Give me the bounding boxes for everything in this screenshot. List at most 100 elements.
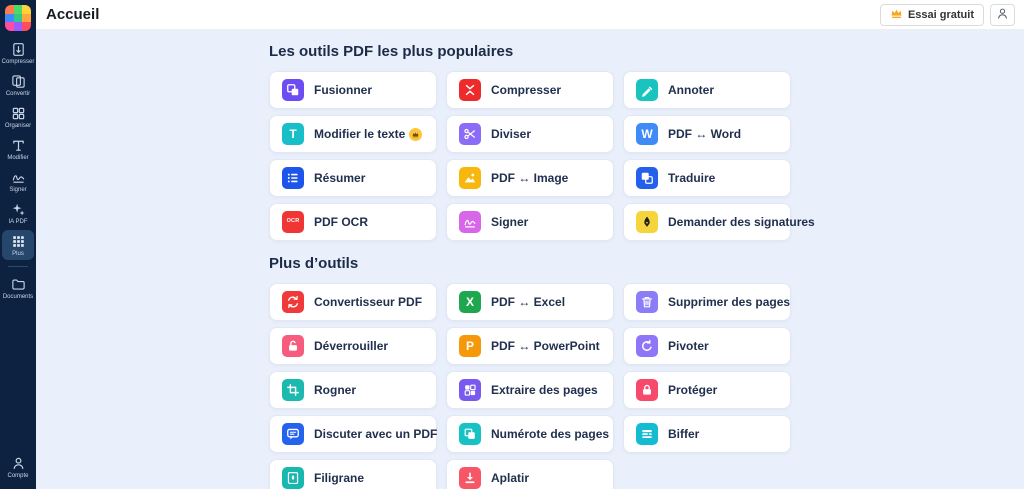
tool-label: PDF ↔ Image — [491, 171, 569, 185]
tool-card-pdf-powerpoint[interactable]: P PDF ↔ PowerPoint — [446, 327, 614, 365]
tool-card-protect[interactable]: Protéger — [623, 371, 791, 409]
tool-card-compress[interactable]: Compresser — [446, 71, 614, 109]
crop-icon — [286, 383, 300, 397]
tool-card-page-numbers[interactable]: Numérote des pages — [446, 415, 614, 453]
image-icon-container — [459, 167, 481, 189]
tool-label: Résumer — [314, 171, 366, 185]
tool-label: Demander des signatures — [668, 215, 815, 229]
tool-card-pdf-word[interactable]: W PDF ↔ Word — [623, 115, 791, 153]
tool-card-unlock[interactable]: Déverrouiller — [269, 327, 437, 365]
tools-column: Les outils PDF les plus populaires Fusion… — [269, 43, 815, 489]
tool-card-crop[interactable]: Rogner — [269, 371, 437, 409]
convert-cycle-icon-container — [282, 291, 304, 313]
sidebar-account-slot: Compte — [2, 451, 34, 483]
sidebar-item-ai-pdf[interactable]: IA PDF — [2, 198, 34, 228]
tool-label: PDF ↔ PowerPoint — [491, 339, 600, 353]
main-content: Les outils PDF les plus populaires Fusion… — [36, 30, 1024, 489]
tool-label: Rogner — [314, 383, 356, 397]
tool-card-pdf-image[interactable]: PDF ↔ Image — [446, 159, 614, 197]
folder-icon — [11, 277, 26, 292]
unlock-icon-container — [282, 335, 304, 357]
sidebar: Compresser Convertir Organiser Modifier Sign… — [0, 0, 36, 489]
word-icon: W — [641, 127, 653, 141]
tool-label: Signer — [491, 215, 529, 229]
sidebar-item-more[interactable]: Plus — [2, 230, 34, 260]
merge-icon — [286, 83, 300, 97]
sidebar-item-documents[interactable]: Documents — [2, 273, 34, 303]
redact-icon — [640, 427, 654, 441]
sidebar-item-label: Signer — [9, 187, 27, 193]
tool-card-extract-pages[interactable]: Extraire des pages — [446, 371, 614, 409]
powerpoint-icon: P — [465, 339, 474, 353]
tool-label: Biffer — [668, 427, 700, 441]
tool-card-annotate[interactable]: Annoter — [623, 71, 791, 109]
sidebar-item-edit[interactable]: Modifier — [2, 134, 34, 164]
unlock-icon — [286, 339, 300, 353]
tool-card-redact[interactable]: Biffer — [623, 415, 791, 453]
tool-card-flatten[interactable]: Aplatir — [446, 459, 614, 489]
tool-card-pdf-excel[interactable]: X PDF ↔ Excel — [446, 283, 614, 321]
tool-label: Diviser — [491, 127, 532, 141]
chat-icon — [286, 427, 300, 441]
translate-icon-container — [636, 167, 658, 189]
tool-card-merge[interactable]: Fusionner — [269, 71, 437, 109]
tool-card-rotate[interactable]: Pivoter — [623, 327, 791, 365]
free-trial-button[interactable]: Essai gratuit — [879, 4, 984, 26]
tool-card-chat-pdf[interactable]: Discuter avec un PDF — [269, 415, 437, 453]
flatten-icon — [463, 471, 477, 485]
organize-grid-icon — [11, 106, 26, 121]
sidebar-item-compress[interactable]: Compresser — [2, 38, 34, 68]
tools-grid-0: Fusionner Compresser Annoter T Modifier le t… — [269, 71, 815, 241]
fountain-pen-icon-container — [636, 211, 658, 233]
tool-card-delete-pages[interactable]: Supprimer des pages — [623, 283, 791, 321]
account-button[interactable] — [990, 4, 1015, 26]
compress-doc-icon — [11, 42, 26, 57]
tool-label: Traduire — [668, 171, 716, 185]
sidebar-item-label: IA PDF — [8, 219, 28, 225]
tool-card-summarize[interactable]: Résumer — [269, 159, 437, 197]
watermark-icon-container — [282, 467, 304, 489]
sidebar-item-convert[interactable]: Convertir — [2, 70, 34, 100]
tool-card-sign[interactable]: Signer — [446, 203, 614, 241]
topbar-actions: Essai gratuit — [879, 4, 1015, 26]
tool-card-pdf-converter[interactable]: Convertisseur PDF — [269, 283, 437, 321]
tool-label: Fusionner — [314, 83, 373, 97]
translate-icon — [640, 171, 654, 185]
logo-tile — [5, 22, 14, 31]
person-icon — [996, 7, 1009, 23]
sidebar-item-sign[interactable]: Signer — [2, 166, 34, 196]
annotate-icon-container — [636, 79, 658, 101]
page-title: Accueil — [46, 6, 100, 23]
chat-icon-container — [282, 423, 304, 445]
tool-card-edit-text[interactable]: T Modifier le texte — [269, 115, 437, 153]
page-number-icon-container — [459, 423, 481, 445]
image-icon — [463, 171, 477, 185]
tool-card-request-signatures[interactable]: Demander des signatures — [623, 203, 815, 241]
section-heading: Les outils PDF les plus populaires — [269, 43, 514, 60]
logo-tile — [13, 13, 23, 23]
compress-icon — [463, 83, 477, 97]
tool-label: Modifier le texte — [314, 127, 423, 141]
convert-cycle-icon — [286, 295, 300, 309]
flatten-icon-container — [459, 467, 481, 489]
app-logo[interactable] — [5, 5, 31, 31]
logo-tile — [13, 22, 23, 31]
sidebar-divider — [8, 266, 28, 267]
sidebar-item-label: Modifier — [7, 155, 29, 161]
tool-card-split[interactable]: Diviser — [446, 115, 614, 153]
sign-squiggle-icon-container — [459, 211, 481, 233]
annotate-icon — [640, 83, 654, 97]
sidebar-item-organize[interactable]: Organiser — [2, 102, 34, 132]
tools-grid-1: Convertisseur PDF X PDF ↔ Excel Supprimer d… — [269, 283, 791, 489]
tool-card-pdf-ocr[interactable]: OCR PDF OCR — [269, 203, 437, 241]
sidebar-item-account[interactable]: Compte — [2, 452, 34, 482]
tool-card-translate[interactable]: Traduire — [623, 159, 791, 197]
text-tool-icon — [11, 138, 26, 153]
sidebar-nav: Compresser Convertir Organiser Modifier Sign… — [0, 37, 36, 304]
excel-icon-container: X — [459, 291, 481, 313]
tool-label: Compresser — [491, 83, 562, 97]
tool-label: Pivoter — [668, 339, 709, 353]
tool-card-watermark[interactable]: Filigrane — [269, 459, 437, 489]
section-heading: Plus d’outils — [269, 255, 359, 272]
sidebar-item-label: Convertir — [5, 91, 31, 97]
